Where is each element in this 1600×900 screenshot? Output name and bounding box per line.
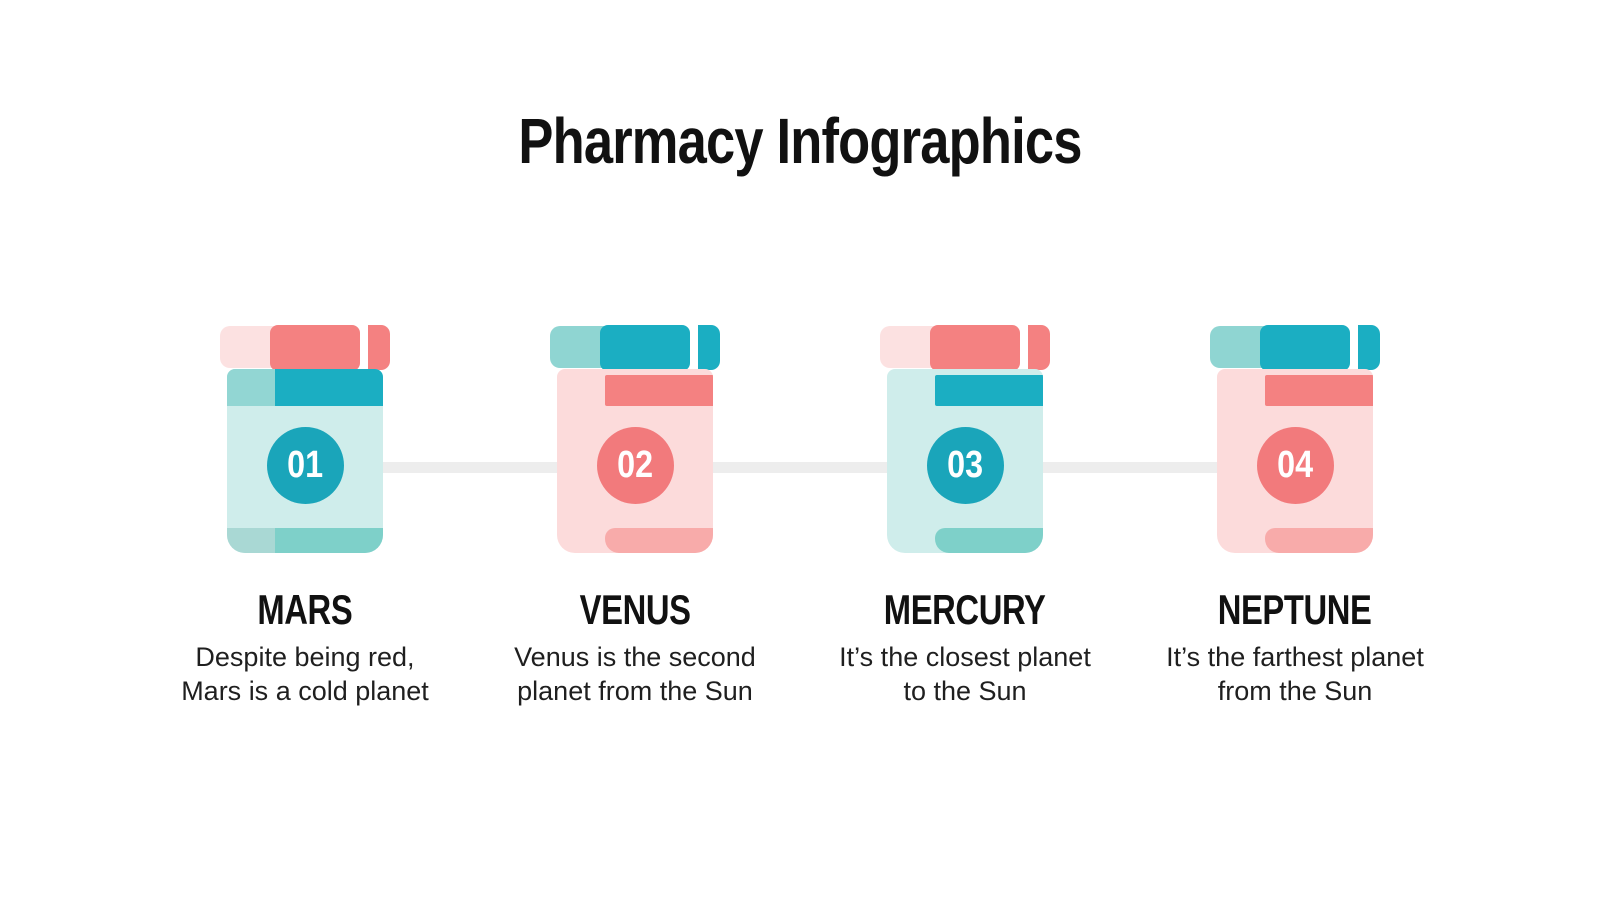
bottle-bottom-band <box>605 528 713 553</box>
bottle-label-band-right <box>275 369 383 406</box>
bottle-body: 01 <box>227 369 383 553</box>
bottle-label-band-left <box>227 369 275 406</box>
step-title: MERCURY <box>884 586 1046 633</box>
bottle-cap <box>550 325 720 371</box>
pill-bottle-icon: 01 <box>220 325 390 553</box>
bottle-body: 02 <box>557 369 713 553</box>
bottle-cap-end <box>368 325 390 370</box>
bottle-bottom-band-right <box>275 528 383 553</box>
bottle-bottom-band-left <box>227 528 275 553</box>
step-column-mars: 01 MARS Despite being red, Mars is a col… <box>150 325 460 708</box>
bottle-bottom-band <box>1265 528 1373 553</box>
step-number: 02 <box>617 444 653 486</box>
timeline-row: 01 MARS Despite being red, Mars is a col… <box>150 325 1450 708</box>
step-number: 04 <box>1277 444 1313 486</box>
bottle-cap-main <box>930 325 1020 371</box>
page-title: Pharmacy Infographics <box>518 105 1082 177</box>
step-title: NEPTUNE <box>1218 586 1372 633</box>
bottle-cap <box>880 325 1050 371</box>
bottle-cap-left <box>550 326 608 368</box>
pill-bottle-icon: 02 <box>550 325 720 553</box>
step-title: MARS <box>257 586 353 633</box>
bottle-cap <box>1210 325 1380 371</box>
bottle-body: 04 <box>1217 369 1373 553</box>
bottle-cap-main <box>600 325 690 371</box>
step-column-mercury: 03 MERCURY It’s the closest planet to th… <box>810 325 1120 708</box>
bottle-cap <box>220 325 390 371</box>
step-column-venus: 02 VENUS Venus is the second planet from… <box>480 325 790 708</box>
step-number-badge: 01 <box>266 427 344 504</box>
pill-bottle-icon: 04 <box>1210 325 1380 553</box>
bottle-cap-end <box>698 325 720 370</box>
bottle-bottom-band <box>935 528 1043 553</box>
bottle-label-band <box>605 375 713 406</box>
bottle-label-band <box>227 369 383 406</box>
step-description: Despite being red, Mars is a cold planet <box>181 642 429 706</box>
bottle-bottom-band <box>227 528 383 553</box>
step-description: Venus is the second planet from the Sun <box>514 642 756 706</box>
bottle-cap-left <box>220 326 278 368</box>
bottle-cap-main <box>1260 325 1350 371</box>
pill-bottle-icon: 03 <box>880 325 1050 553</box>
bottle-cap-end <box>1358 325 1380 370</box>
step-number: 01 <box>287 444 323 486</box>
bottle-cap-left <box>1210 326 1268 368</box>
step-description: It’s the closest planet to the Sun <box>839 642 1091 706</box>
step-number-badge: 03 <box>926 427 1004 504</box>
timeline-connector-line <box>300 462 1300 473</box>
step-column-neptune: 04 NEPTUNE It’s the farthest planet from… <box>1140 325 1450 708</box>
step-title: VENUS <box>579 586 691 633</box>
step-number-badge: 04 <box>1256 427 1334 504</box>
bottle-body: 03 <box>887 369 1043 553</box>
bottle-label-band <box>935 375 1043 406</box>
step-number-badge: 02 <box>596 427 674 504</box>
bottle-label-band <box>1265 375 1373 406</box>
bottle-cap-end <box>1028 325 1050 370</box>
step-description: It’s the farthest planet from the Sun <box>1166 642 1424 706</box>
bottle-cap-left <box>880 326 938 368</box>
bottle-cap-main <box>270 325 360 371</box>
step-number: 03 <box>947 444 983 486</box>
